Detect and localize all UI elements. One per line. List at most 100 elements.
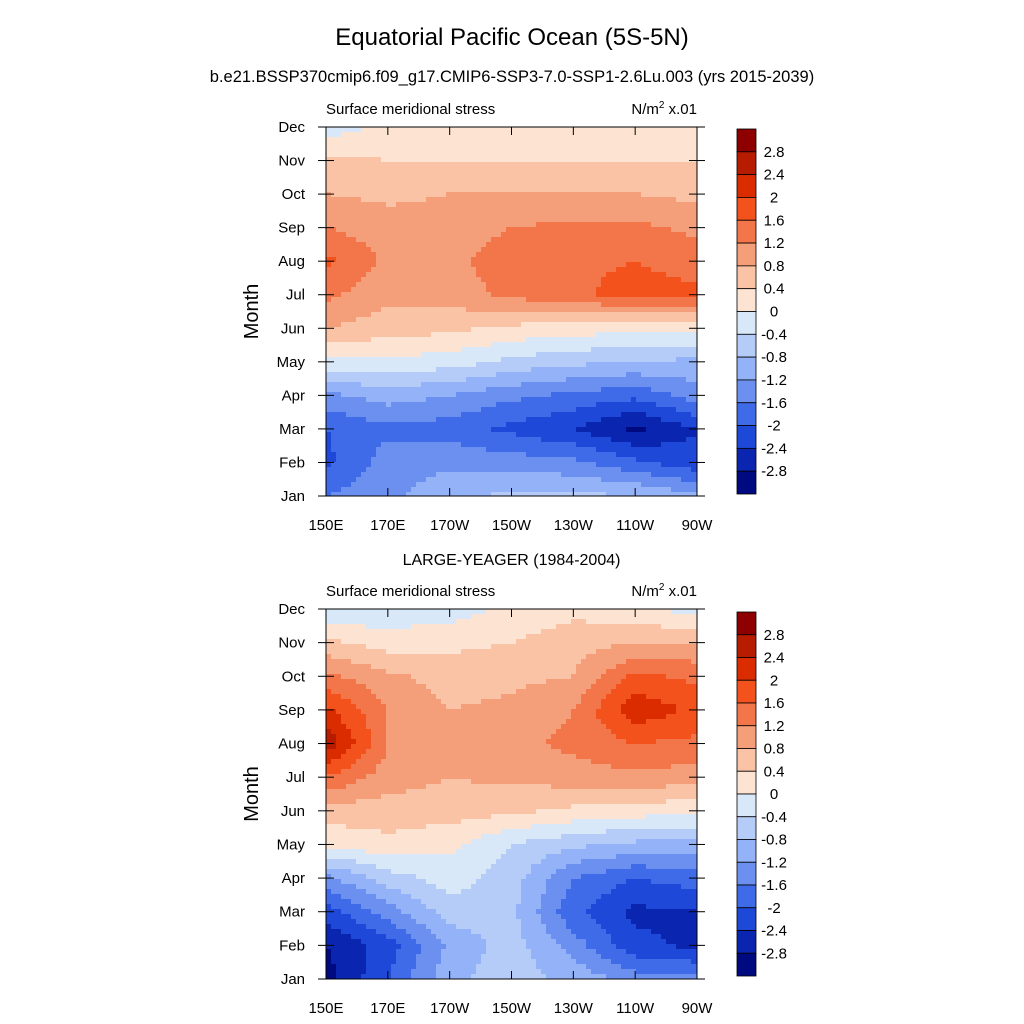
heatmap-cell bbox=[516, 287, 522, 293]
heatmap-cell bbox=[526, 362, 532, 368]
heatmap-cell bbox=[406, 277, 412, 283]
heatmap-cell bbox=[646, 182, 652, 188]
heatmap-cell bbox=[411, 437, 417, 443]
heatmap-cell bbox=[341, 407, 347, 413]
heatmap-cell bbox=[611, 277, 617, 283]
heatmap-cell bbox=[421, 252, 427, 258]
heatmap-cell bbox=[431, 127, 437, 133]
heatmap-cell bbox=[481, 287, 487, 293]
heatmap-cell bbox=[416, 292, 422, 298]
heatmap-cell bbox=[396, 267, 402, 273]
heatmap-cell bbox=[636, 322, 642, 328]
heatmap-cell bbox=[431, 182, 437, 188]
heatmap-cell bbox=[491, 447, 497, 453]
heatmap-cell bbox=[386, 162, 392, 168]
heatmap-cell bbox=[461, 142, 467, 148]
heatmap-cell bbox=[476, 237, 482, 243]
heatmap-cell bbox=[656, 412, 662, 418]
heatmap-cell bbox=[351, 207, 357, 213]
heatmap-cell bbox=[506, 442, 512, 448]
heatmap-cell bbox=[546, 362, 552, 368]
heatmap-cell bbox=[446, 127, 452, 133]
heatmap-cell bbox=[656, 322, 662, 328]
heatmap-cell bbox=[386, 422, 392, 428]
heatmap-cell bbox=[336, 407, 342, 413]
heatmap-cell bbox=[451, 217, 457, 223]
heatmap-cell bbox=[671, 172, 677, 178]
heatmap-cell bbox=[526, 457, 532, 463]
heatmap-cell bbox=[666, 162, 672, 168]
heatmap-cell bbox=[666, 337, 672, 343]
heatmap-cell bbox=[411, 337, 417, 343]
heatmap-cell bbox=[466, 237, 472, 243]
heatmap-cell bbox=[421, 232, 427, 238]
heatmap-cell bbox=[596, 342, 602, 348]
heatmap-cell bbox=[606, 252, 612, 258]
heatmap-cell bbox=[666, 332, 672, 338]
heatmap-cell bbox=[421, 417, 427, 423]
heatmap-cell bbox=[641, 357, 647, 363]
heatmap-cell bbox=[686, 237, 692, 243]
heatmap-cell bbox=[431, 292, 437, 298]
heatmap-cell bbox=[666, 442, 672, 448]
heatmap-cell bbox=[606, 277, 612, 283]
heatmap-cell bbox=[466, 217, 472, 223]
heatmap-cell bbox=[471, 262, 477, 268]
heatmap-cell bbox=[681, 452, 687, 458]
heatmap-cell bbox=[356, 222, 362, 228]
heatmap-cell bbox=[421, 447, 427, 453]
heatmap-cell bbox=[486, 262, 492, 268]
heatmap-cell bbox=[436, 317, 442, 323]
heatmap-cell bbox=[651, 182, 657, 188]
heatmap-cell bbox=[396, 447, 402, 453]
heatmap-cell bbox=[431, 147, 437, 153]
heatmap-cell bbox=[531, 252, 537, 258]
heatmap-cell bbox=[546, 252, 552, 258]
heatmap-cell bbox=[481, 217, 487, 223]
heatmap-cell bbox=[616, 262, 622, 268]
heatmap-cell bbox=[326, 387, 332, 393]
heatmap-cell bbox=[671, 287, 677, 293]
heatmap-cell bbox=[591, 147, 597, 153]
heatmap-cell bbox=[476, 242, 482, 248]
heatmap-cell bbox=[381, 272, 387, 278]
heatmap-cell bbox=[601, 452, 607, 458]
heatmap-cell bbox=[426, 287, 432, 293]
heatmap-cell bbox=[571, 302, 577, 308]
heatmap-cell bbox=[551, 157, 557, 163]
heatmap-cell bbox=[691, 332, 697, 338]
heatmap-cell bbox=[586, 292, 592, 298]
heatmap-cell bbox=[671, 292, 677, 298]
heatmap-cell bbox=[606, 127, 612, 133]
heatmap-cell bbox=[561, 357, 567, 363]
heatmap-cell bbox=[386, 292, 392, 298]
heatmap-cell bbox=[691, 377, 697, 383]
heatmap-cell bbox=[666, 272, 672, 278]
heatmap-cell bbox=[586, 247, 592, 253]
heatmap-cell bbox=[421, 397, 427, 403]
heatmap-cell bbox=[531, 327, 537, 333]
heatmap-cell bbox=[566, 382, 572, 388]
heatmap-cell bbox=[406, 312, 412, 318]
heatmap-cell bbox=[481, 402, 487, 408]
heatmap-cell bbox=[501, 267, 507, 273]
heatmap-cell bbox=[506, 312, 512, 318]
heatmap-cell bbox=[341, 382, 347, 388]
heatmap-cell bbox=[676, 402, 682, 408]
heatmap-cell bbox=[541, 252, 547, 258]
heatmap-cell bbox=[681, 177, 687, 183]
heatmap-cell bbox=[326, 397, 332, 403]
heatmap-cell bbox=[376, 457, 382, 463]
heatmap-cell bbox=[646, 317, 652, 323]
heatmap-cell bbox=[386, 227, 392, 233]
heatmap-cell bbox=[396, 402, 402, 408]
heatmap-cell bbox=[426, 297, 432, 303]
heatmap-cell bbox=[401, 372, 407, 378]
heatmap-cell bbox=[456, 377, 462, 383]
heatmap-cell bbox=[496, 457, 502, 463]
heatmap-cell bbox=[611, 367, 617, 373]
heatmap-cell bbox=[441, 452, 447, 458]
heatmap-cell bbox=[641, 327, 647, 333]
heatmap-cell bbox=[546, 207, 552, 213]
heatmap-cell bbox=[326, 167, 332, 173]
